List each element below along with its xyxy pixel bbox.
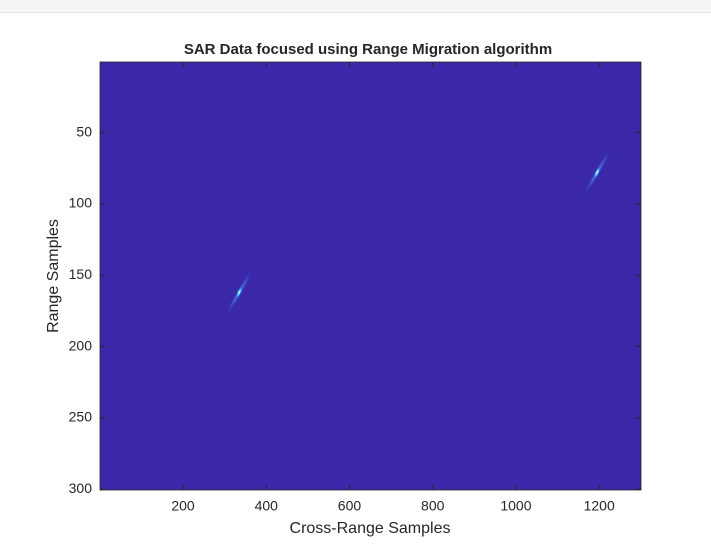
target — [235, 285, 244, 300]
y-tick-label: 250 — [69, 409, 93, 425]
x-tick-label: 400 — [255, 498, 279, 514]
y-tick-label: 200 — [69, 337, 93, 353]
x-tick-label: 1000 — [500, 498, 531, 514]
y-tick-label: 150 — [69, 266, 93, 282]
image-background — [100, 62, 641, 490]
target — [593, 165, 602, 180]
y-axis-label: Range Samples — [45, 219, 62, 333]
chart-title: SAR Data focused using Range Migration a… — [184, 41, 552, 58]
y-tick-label: 50 — [76, 123, 92, 139]
y-tick-label: 100 — [69, 195, 93, 211]
x-axis-label: Cross-Range Samples — [290, 520, 451, 537]
y-tick-label: 300 — [69, 480, 93, 496]
x-tick-label: 600 — [338, 498, 362, 514]
x-tick-label: 200 — [171, 498, 195, 514]
x-tick-label: 1200 — [584, 498, 615, 514]
axes-box — [99, 61, 642, 491]
toolbar-strip — [0, 0, 711, 13]
x-tick-label: 800 — [421, 498, 445, 514]
